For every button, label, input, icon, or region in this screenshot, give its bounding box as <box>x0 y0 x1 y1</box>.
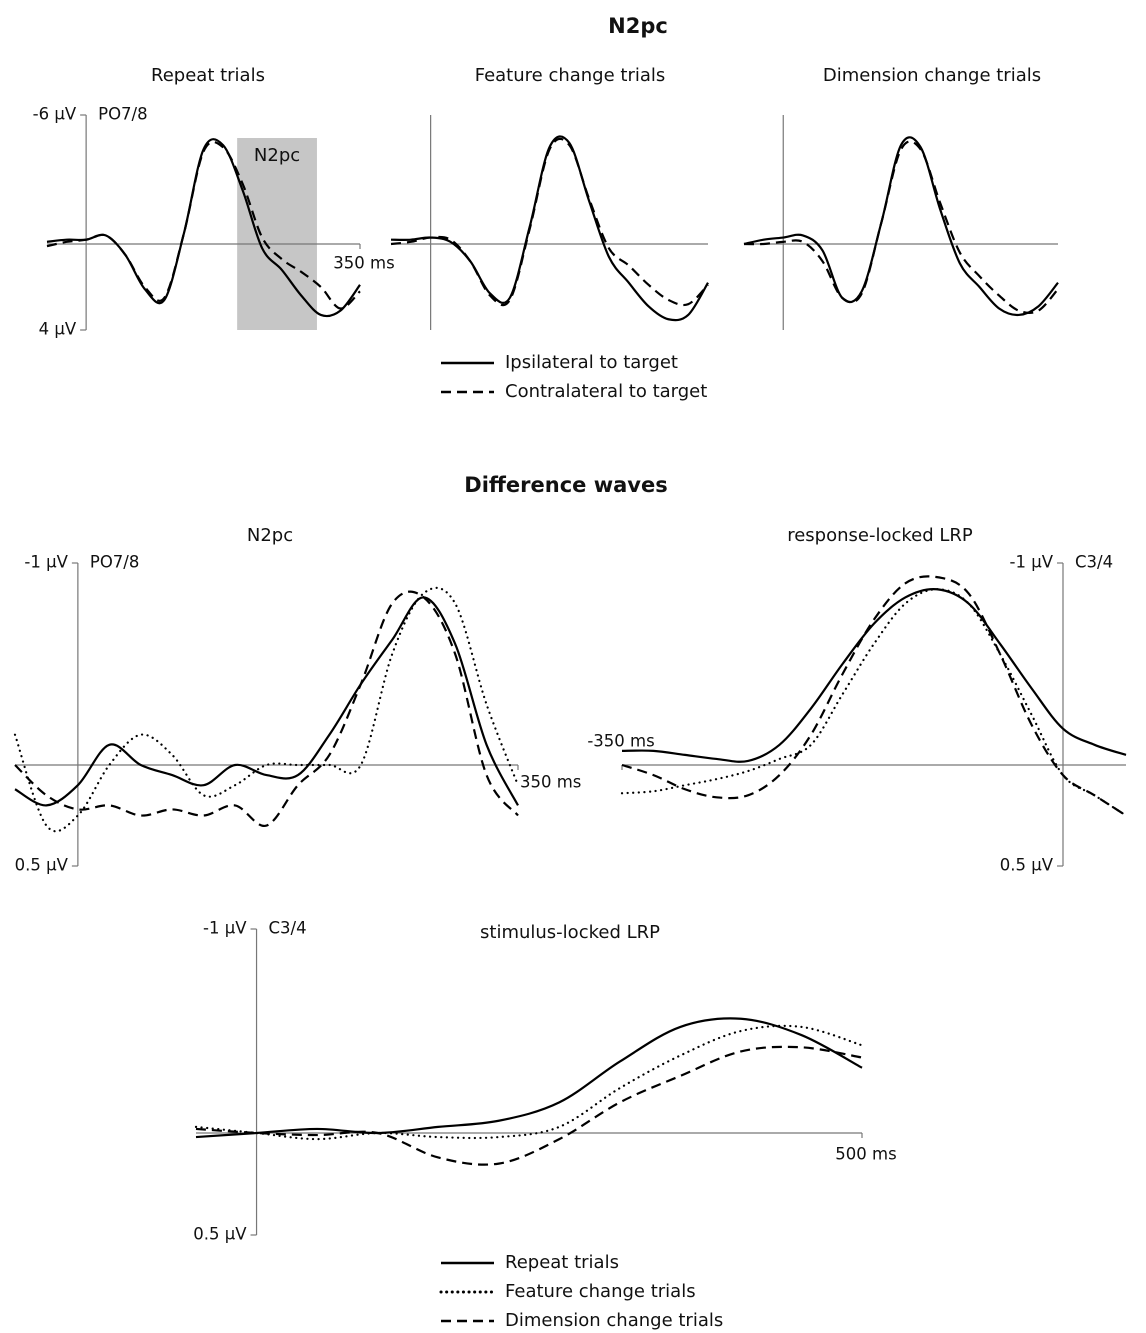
y-tick-label: -1 µV <box>1010 553 1054 572</box>
x-tick-label: 350 ms <box>333 254 394 273</box>
section-title: N2pc <box>608 14 668 38</box>
channel-label: C3/4 <box>269 919 307 938</box>
window-label: N2pc <box>254 145 300 166</box>
y-tick-label: -6 µV <box>33 105 77 124</box>
legend-label: Repeat trials <box>505 1252 619 1273</box>
y-tick-label: 0.5 µV <box>193 1225 247 1244</box>
wave <box>621 575 1127 817</box>
wave <box>390 137 709 307</box>
chart-title: stimulus-locked LRP <box>480 922 660 943</box>
channel-label: C3/4 <box>1075 553 1113 572</box>
wave <box>14 596 519 807</box>
legend-label: Dimension change trials <box>505 1310 723 1331</box>
wave <box>46 140 361 310</box>
legend-label: Contralateral to target <box>505 381 707 402</box>
y-tick-label: 4 µV <box>39 320 77 339</box>
section-title: Difference waves <box>464 473 667 497</box>
wave <box>743 140 1059 315</box>
chart-title: N2pc <box>247 525 293 546</box>
wave <box>390 135 709 322</box>
wave <box>194 1024 864 1141</box>
x-tick-label: 500 ms <box>835 1145 896 1164</box>
legend-label: Feature change trials <box>505 1281 696 1302</box>
y-tick-label: 0.5 µV <box>15 856 69 875</box>
wave <box>621 587 1127 763</box>
channel-label: PO7/8 <box>98 105 148 124</box>
chart-title: response-locked LRP <box>787 525 973 546</box>
legend-label: Ipsilateral to target <box>505 352 678 373</box>
chart-title: Dimension change trials <box>823 65 1041 86</box>
chart-title: Repeat trials <box>151 65 265 86</box>
wave <box>195 1017 863 1139</box>
x-tick-label: 350 ms <box>520 773 581 792</box>
chart-title: Feature change trials <box>475 65 666 86</box>
y-tick-label: -1 µV <box>203 919 247 938</box>
channel-label: PO7/8 <box>90 553 140 572</box>
wave <box>195 1045 863 1166</box>
y-tick-label: -1 µV <box>24 553 68 572</box>
wave <box>14 590 519 827</box>
wave <box>743 136 1059 317</box>
y-tick-label: 0.5 µV <box>1000 856 1054 875</box>
x-tick-label: -350 ms <box>587 732 654 751</box>
